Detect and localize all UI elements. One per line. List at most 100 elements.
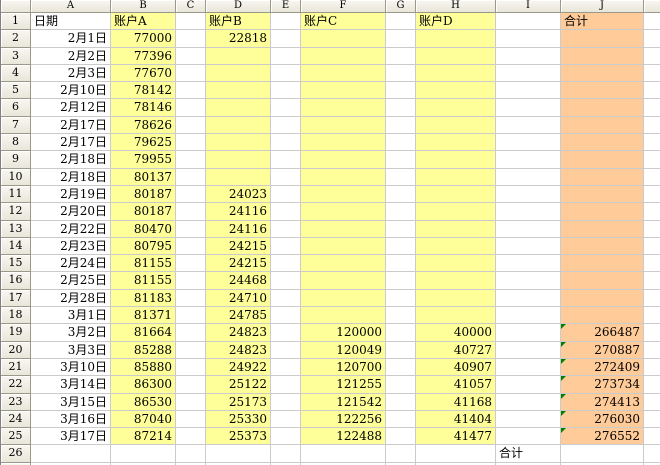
cell-clipped-10[interactable] bbox=[644, 168, 660, 186]
row-header-26[interactable]: 26 bbox=[1, 445, 31, 463]
cell-B23[interactable]: 86530 bbox=[111, 393, 176, 411]
cell-C26[interactable] bbox=[176, 445, 206, 463]
cell-F18[interactable] bbox=[301, 307, 386, 325]
cell-A8[interactable]: 2月17日 bbox=[31, 134, 111, 152]
cell-C24[interactable] bbox=[176, 410, 206, 429]
cell-E19[interactable] bbox=[271, 324, 301, 342]
cell-I16[interactable] bbox=[496, 272, 561, 290]
column-header-F[interactable]: F bbox=[301, 0, 386, 13]
cell-clipped-3[interactable] bbox=[644, 47, 660, 65]
cell-D14[interactable]: 24215 bbox=[206, 237, 271, 256]
cell-G7[interactable] bbox=[386, 116, 416, 135]
cell-H26[interactable] bbox=[416, 445, 496, 463]
cell-B24[interactable]: 87040 bbox=[111, 410, 176, 429]
row-header-10[interactable]: 10 bbox=[1, 168, 31, 186]
cell-J11[interactable] bbox=[561, 185, 644, 204]
cell-G2[interactable] bbox=[386, 30, 416, 48]
cell-E16[interactable] bbox=[271, 272, 301, 290]
cell-J10[interactable] bbox=[561, 168, 644, 186]
cell-F21[interactable]: 120700 bbox=[301, 358, 386, 377]
cell-I18[interactable] bbox=[496, 307, 561, 325]
cell-H9[interactable] bbox=[416, 151, 496, 169]
cell-I22[interactable] bbox=[496, 376, 561, 394]
cell-D21[interactable]: 24922 bbox=[206, 358, 271, 377]
cell-H24[interactable]: 41404 bbox=[416, 410, 496, 429]
cell-B16[interactable]: 81155 bbox=[111, 272, 176, 290]
cell-F9[interactable] bbox=[301, 151, 386, 169]
cell-G21[interactable] bbox=[386, 358, 416, 377]
column-header-I[interactable]: I bbox=[496, 0, 561, 13]
cell-clipped-8[interactable] bbox=[644, 134, 660, 152]
cell-C11[interactable] bbox=[176, 185, 206, 204]
cell-J2[interactable] bbox=[561, 30, 644, 48]
cell-C21[interactable] bbox=[176, 358, 206, 377]
cell-G16[interactable] bbox=[386, 272, 416, 290]
cell-B13[interactable]: 80470 bbox=[111, 220, 176, 238]
cell-J18[interactable] bbox=[561, 307, 644, 325]
cell-clipped-18[interactable] bbox=[644, 307, 660, 325]
cell-H16[interactable] bbox=[416, 272, 496, 290]
cell-clipped-25[interactable] bbox=[644, 428, 660, 446]
cell-C3[interactable] bbox=[176, 47, 206, 65]
cell-A11[interactable]: 2月19日 bbox=[31, 185, 111, 204]
cell-I10[interactable] bbox=[496, 168, 561, 186]
cell-C22[interactable] bbox=[176, 376, 206, 394]
column-header-G[interactable]: G bbox=[386, 0, 416, 13]
cell-E12[interactable] bbox=[271, 203, 301, 221]
cell-D22[interactable]: 25122 bbox=[206, 376, 271, 394]
cell-clipped-9[interactable] bbox=[644, 151, 660, 169]
cell-G5[interactable] bbox=[386, 82, 416, 100]
cell-B2[interactable]: 77000 bbox=[111, 30, 176, 48]
cell-J17[interactable] bbox=[561, 289, 644, 308]
column-header-B[interactable]: B bbox=[111, 0, 176, 13]
cell-E21[interactable] bbox=[271, 358, 301, 377]
cell-F10[interactable] bbox=[301, 168, 386, 186]
cell-A5[interactable]: 2月10日 bbox=[31, 82, 111, 100]
row-header-14[interactable]: 14 bbox=[1, 237, 31, 256]
cell-I20[interactable] bbox=[496, 341, 561, 359]
cell-clipped-5[interactable] bbox=[644, 82, 660, 100]
cell-B10[interactable]: 80137 bbox=[111, 168, 176, 186]
cell-D16[interactable]: 24468 bbox=[206, 272, 271, 290]
cell-clipped-7[interactable] bbox=[644, 116, 660, 135]
cell-I5[interactable] bbox=[496, 82, 561, 100]
cell-clipped-21[interactable] bbox=[644, 358, 660, 377]
row-header-4[interactable]: 4 bbox=[1, 64, 31, 83]
cell-D18[interactable]: 24785 bbox=[206, 307, 271, 325]
cell-E1[interactable] bbox=[271, 13, 301, 31]
cell-C6[interactable] bbox=[176, 99, 206, 117]
cell-I1[interactable] bbox=[496, 13, 561, 31]
column-header-H[interactable]: H bbox=[416, 0, 496, 13]
cell-C5[interactable] bbox=[176, 82, 206, 100]
cell-B9[interactable]: 79955 bbox=[111, 151, 176, 169]
cell-A2[interactable]: 2月1日 bbox=[31, 30, 111, 48]
cell-A19[interactable]: 3月2日 bbox=[31, 324, 111, 342]
cell-E4[interactable] bbox=[271, 64, 301, 83]
cell-H8[interactable] bbox=[416, 134, 496, 152]
cell-B26[interactable] bbox=[111, 445, 176, 463]
cell-F22[interactable]: 121255 bbox=[301, 376, 386, 394]
cell-clipped-24[interactable] bbox=[644, 410, 660, 429]
cell-clipped-12[interactable] bbox=[644, 203, 660, 221]
column-header-E[interactable]: E bbox=[271, 0, 301, 13]
row-header-17[interactable]: 17 bbox=[1, 289, 31, 308]
cell-F2[interactable] bbox=[301, 30, 386, 48]
row-header-24[interactable]: 24 bbox=[1, 410, 31, 429]
cell-C14[interactable] bbox=[176, 237, 206, 256]
cell-J22[interactable]: 273734 bbox=[561, 376, 644, 394]
column-header-C[interactable]: C bbox=[176, 0, 206, 13]
cell-A23[interactable]: 3月15日 bbox=[31, 393, 111, 411]
cell-clipped-26[interactable] bbox=[644, 445, 660, 463]
column-header-D[interactable]: D bbox=[206, 0, 271, 13]
cell-D7[interactable] bbox=[206, 116, 271, 135]
cell-D13[interactable]: 24116 bbox=[206, 220, 271, 238]
cell-B22[interactable]: 86300 bbox=[111, 376, 176, 394]
row-header-13[interactable]: 13 bbox=[1, 220, 31, 238]
cell-F20[interactable]: 120049 bbox=[301, 341, 386, 359]
cell-F5[interactable] bbox=[301, 82, 386, 100]
row-header-20[interactable]: 20 bbox=[1, 341, 31, 359]
cell-F11[interactable] bbox=[301, 185, 386, 204]
cell-J26[interactable] bbox=[561, 445, 644, 463]
cell-J19[interactable]: 266487 bbox=[561, 324, 644, 342]
cell-I19[interactable] bbox=[496, 324, 561, 342]
